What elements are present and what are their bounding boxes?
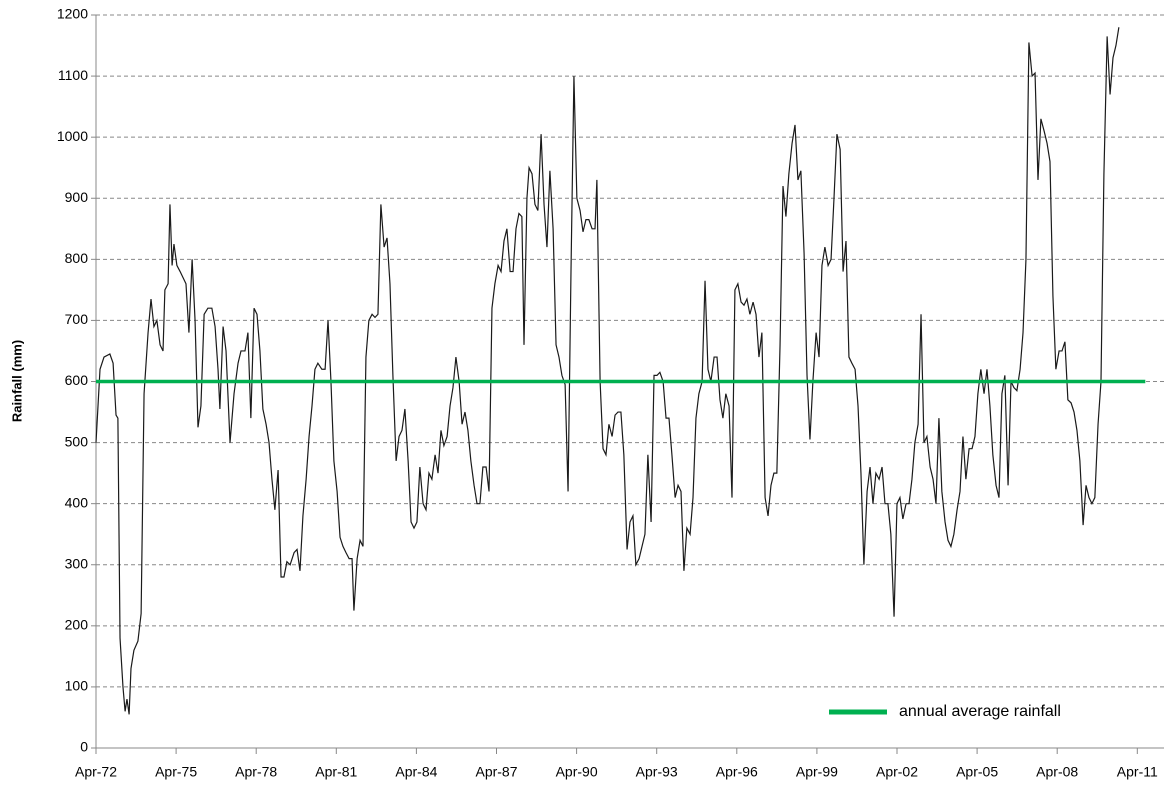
x-tick-label: Apr-75 <box>155 764 197 780</box>
x-tick-label: Apr-90 <box>556 764 598 780</box>
y-tick-label: 700 <box>65 311 89 327</box>
x-tick-label: Apr-81 <box>315 764 357 780</box>
x-tick-label: Apr-78 <box>235 764 277 780</box>
x-tick-label: Apr-93 <box>636 764 678 780</box>
y-tick-label: 1000 <box>57 128 88 144</box>
y-tick-label: 800 <box>65 250 89 266</box>
y-tick-label: 300 <box>65 555 89 571</box>
x-tick-label: Apr-87 <box>475 764 517 780</box>
y-tick-label: 400 <box>65 494 89 510</box>
y-axis-label: Rainfall (mm) <box>9 340 24 422</box>
rainfall-line <box>95 27 1120 715</box>
y-tick-label: 200 <box>65 617 89 633</box>
y-tick-label: 1200 <box>57 6 88 22</box>
x-tick-label: Apr-02 <box>876 764 918 780</box>
x-tick-label: Apr-84 <box>395 764 437 780</box>
y-tick-label: 1100 <box>58 67 88 83</box>
y-tick-label: 900 <box>65 189 89 205</box>
y-tick-label: 100 <box>65 678 89 694</box>
x-tick-label: Apr-96 <box>716 764 758 780</box>
x-tick-label: Apr-72 <box>75 764 117 780</box>
x-tick-label: Apr-11 <box>1117 764 1158 780</box>
x-tick-label: Apr-08 <box>1036 764 1078 780</box>
x-tick-label: Apr-99 <box>796 764 838 780</box>
x-tick-label: Apr-05 <box>956 764 998 780</box>
y-tick-label: 500 <box>65 433 89 449</box>
y-tick-label: 0 <box>80 739 88 755</box>
legend-label: annual average rainfall <box>899 703 1061 720</box>
y-tick-label: 600 <box>65 372 89 388</box>
